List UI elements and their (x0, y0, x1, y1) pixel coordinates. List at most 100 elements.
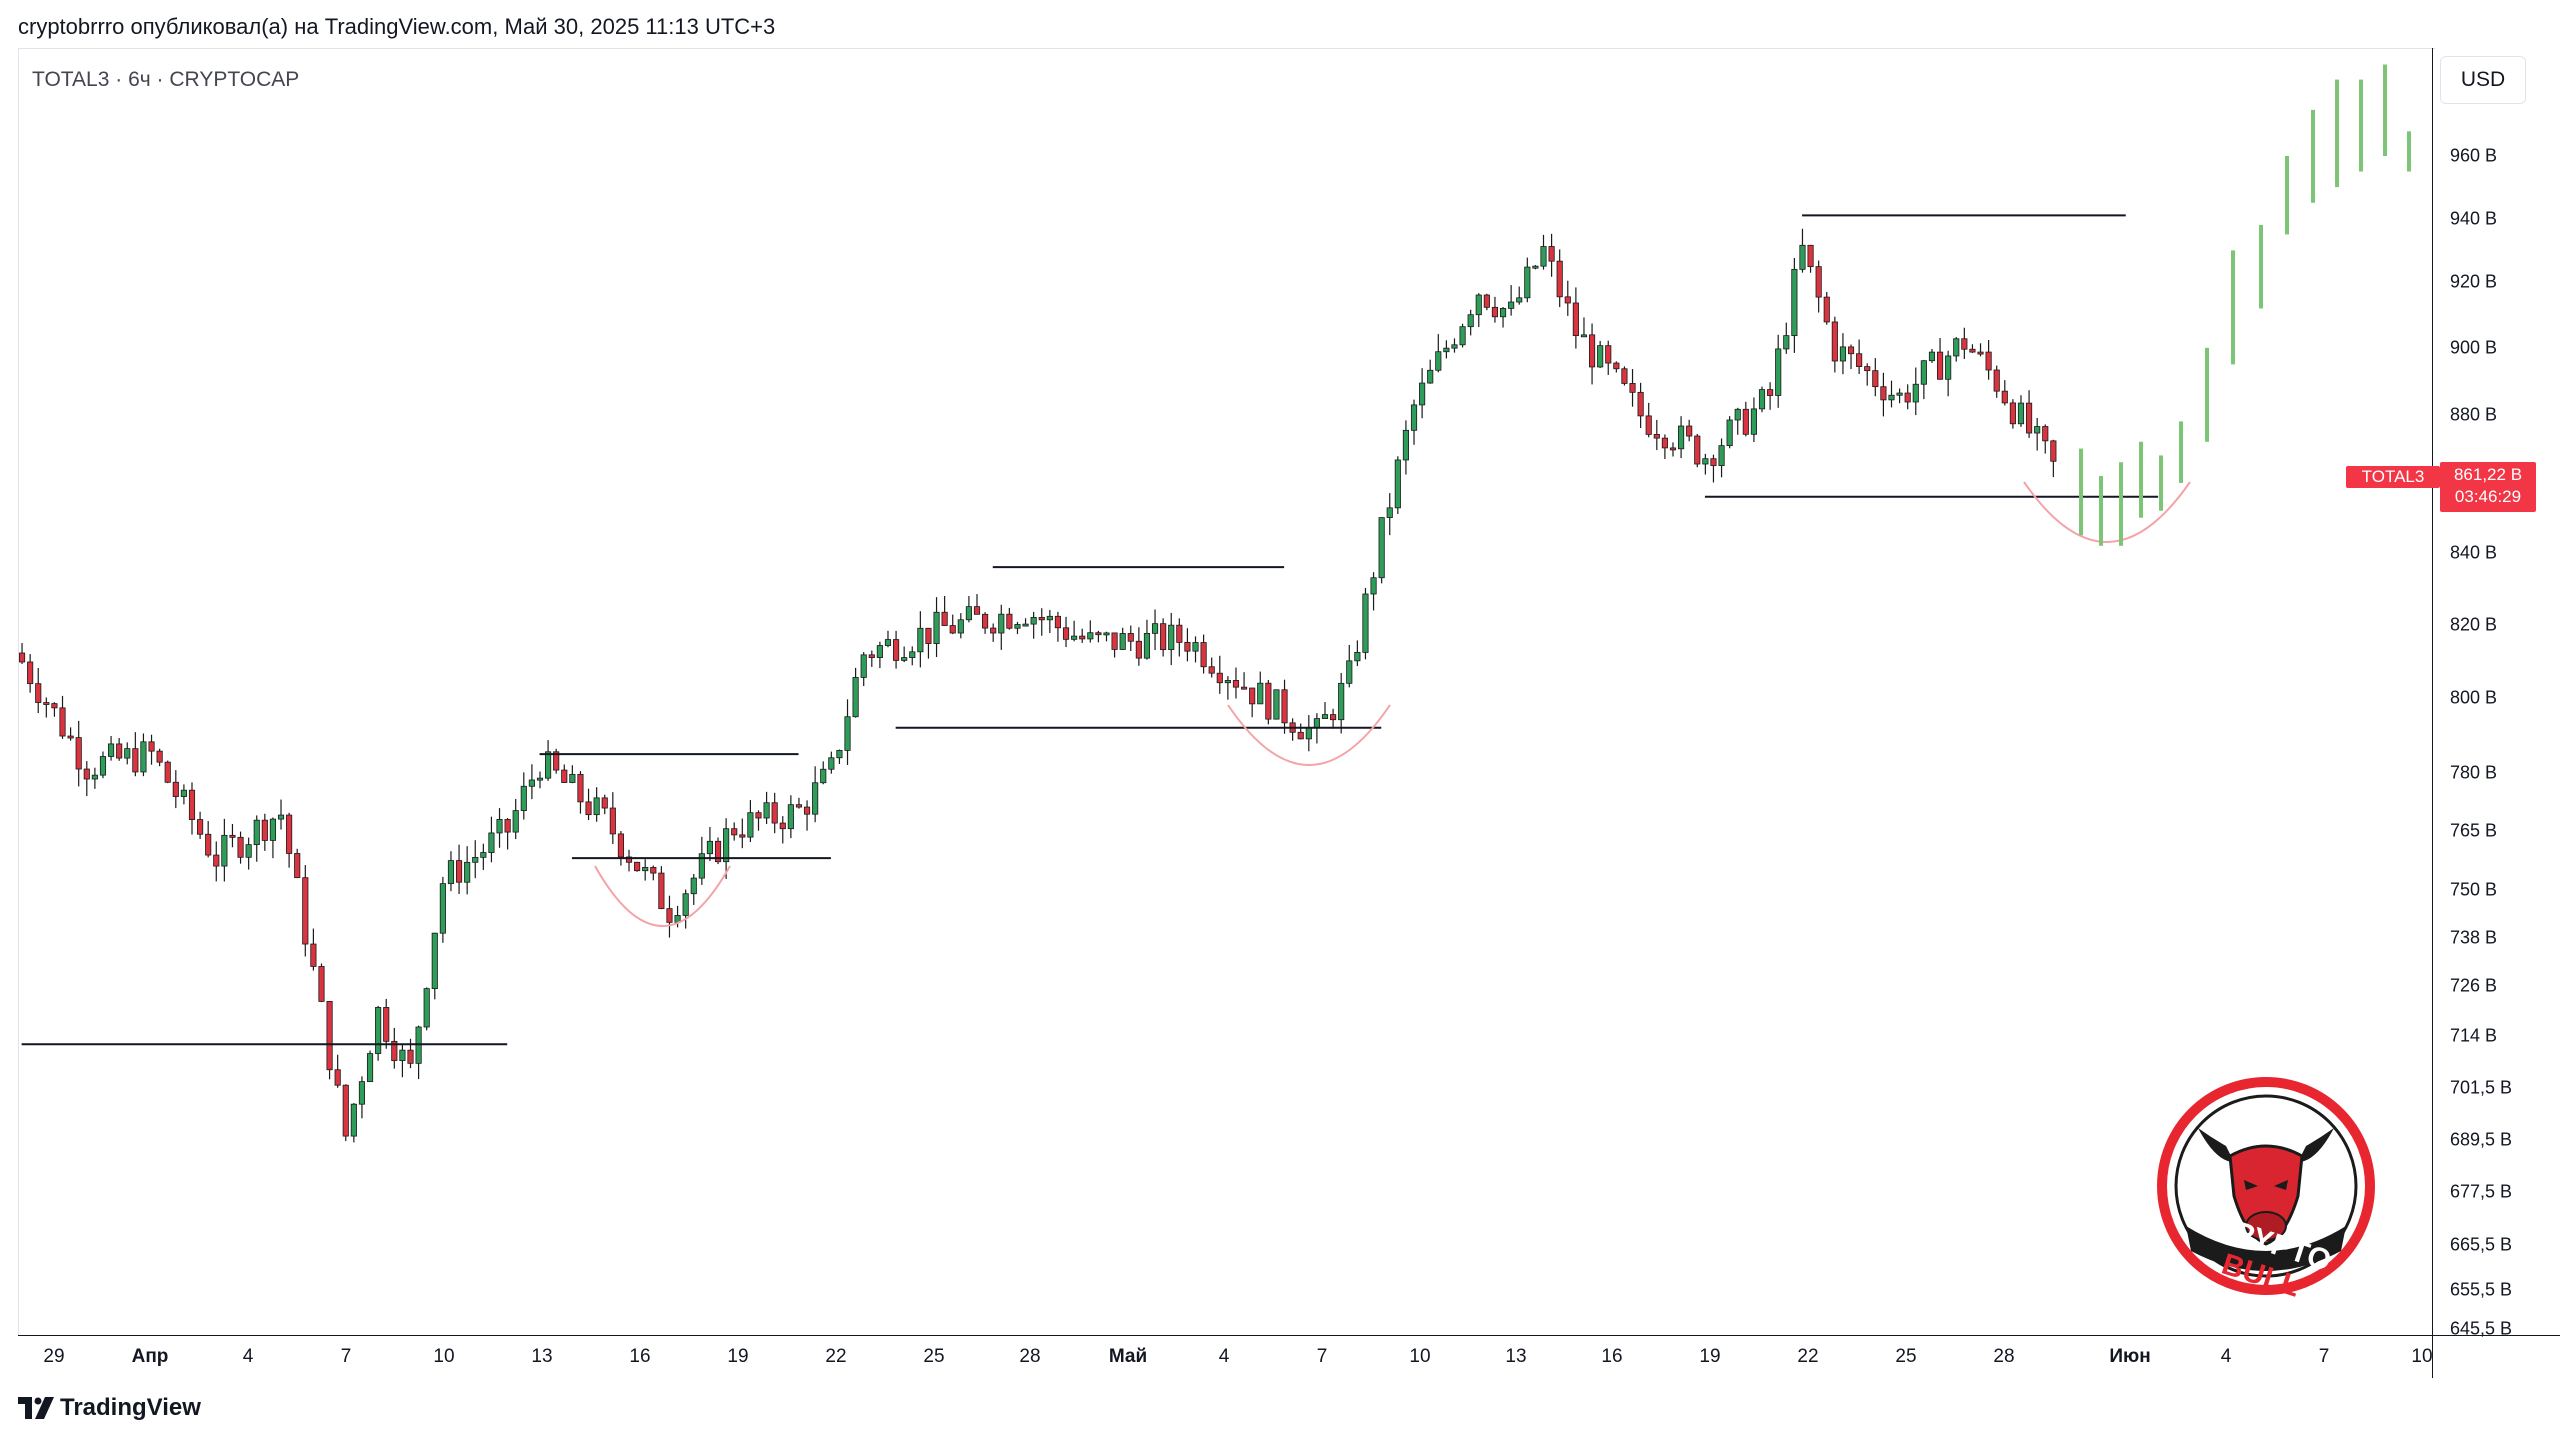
candle-up (358, 1081, 366, 1105)
candle-up (124, 748, 131, 759)
candle-up (545, 751, 552, 779)
candle-up (1718, 445, 1725, 466)
candle-down (1216, 672, 1223, 684)
candle-up (1597, 345, 1604, 368)
candle-up (1508, 301, 1515, 309)
candle-up (836, 750, 843, 759)
candle-down (1249, 687, 1256, 705)
candle-down (1637, 391, 1644, 417)
candle-up (375, 1007, 382, 1054)
candle-up (1071, 635, 1078, 640)
candle-down (1240, 686, 1248, 690)
candle-down (156, 750, 163, 763)
currency-button[interactable]: USD (2440, 56, 2526, 104)
candle-down (1297, 731, 1304, 740)
candle-down (407, 1049, 414, 1064)
candle-down (1208, 666, 1215, 674)
candle-down (666, 908, 673, 923)
price-tick-label: 920 B (2450, 271, 2498, 292)
candle-down (1184, 641, 1191, 652)
candle-up (820, 768, 827, 784)
candle-up (496, 819, 503, 834)
candle-down (1629, 383, 1636, 393)
candle-down (310, 943, 317, 967)
price-tick-label: 840 B (2450, 542, 2498, 563)
candle-up (1046, 615, 1053, 621)
candle-up (1305, 727, 1312, 740)
candle-up (269, 818, 276, 841)
price-tick-label: 800 B (2450, 687, 2498, 708)
candle-up (350, 1103, 357, 1137)
candle-down (1767, 389, 1774, 396)
chart-area[interactable] (18, 48, 2435, 1336)
candle-down (132, 748, 139, 773)
candle-up (1119, 633, 1126, 650)
price-tick-label: 677,5 B (2450, 1181, 2513, 1202)
last-price-value: 861,22 B (2453, 465, 2523, 484)
candle-up (1338, 682, 1345, 721)
candle-up (723, 828, 730, 863)
candle-up (2017, 402, 2025, 425)
candle-down (302, 877, 309, 945)
candle-down (1815, 266, 1822, 298)
candle-up (763, 802, 770, 819)
tradingview-footer[interactable]: TradingView (18, 1394, 201, 1422)
candle-up (1313, 718, 1320, 729)
candle-down (213, 854, 220, 867)
candle-down (67, 735, 74, 739)
candle-up (431, 932, 438, 990)
candle-down (1605, 345, 1612, 364)
candle-down (577, 773, 584, 803)
candle-up (1410, 404, 1418, 431)
candle-down (334, 1069, 341, 1086)
candle-up (1362, 593, 1369, 653)
candle-down (75, 737, 82, 770)
symbol-price-badge: TOTAL3 (2346, 466, 2440, 488)
candle-up (1402, 429, 1409, 461)
forecast-bar (2159, 455, 2164, 511)
price-tick-label: 900 B (2450, 337, 2498, 358)
candle-up (690, 877, 697, 895)
candle-down (982, 613, 989, 629)
candle-up (884, 639, 892, 646)
candle-down (1831, 321, 1838, 362)
time-tick-label: 13 (531, 1346, 553, 1367)
candle-down (973, 606, 981, 615)
candle-up (1475, 294, 1482, 316)
candle-down (1969, 348, 1976, 353)
time-tick-label: 4 (242, 1346, 254, 1367)
candle-up (1516, 297, 1523, 303)
candle-down (553, 751, 560, 771)
candle-up (253, 819, 260, 846)
candle-down (2001, 390, 2008, 404)
price-tick-label: 645,5 B (2450, 1318, 2513, 1339)
candle-down (658, 872, 665, 910)
candle-up (1143, 632, 1151, 659)
time-tick-label: 19 (727, 1346, 749, 1367)
candle-down (455, 860, 463, 883)
candle-down (1694, 435, 1701, 465)
time-tick-label: 28 (1993, 1346, 2015, 1367)
candle-down (1621, 368, 1628, 384)
candle-down (1864, 366, 1871, 372)
candle-up (901, 657, 908, 661)
candle-up (439, 883, 446, 934)
candle-up (245, 844, 252, 858)
candle-down (714, 840, 722, 863)
candle-down (2042, 426, 2049, 442)
rounded-bottom-arc (594, 865, 731, 927)
candle-up (1354, 652, 1361, 662)
candle-down (650, 866, 657, 874)
candle-up (1750, 408, 1757, 435)
time-tick-label: 4 (1218, 1346, 1230, 1367)
candle-down (1038, 617, 1045, 621)
candle-up (682, 893, 689, 916)
forecast-bar (2119, 462, 2124, 546)
candle-down (383, 1007, 390, 1042)
forecast-bar (2407, 131, 2412, 172)
candle-up (1151, 623, 1159, 634)
candle-up (2034, 426, 2041, 434)
candle-up (569, 773, 576, 783)
candle-up (366, 1053, 374, 1083)
